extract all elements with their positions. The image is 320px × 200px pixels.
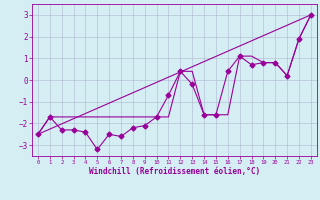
X-axis label: Windchill (Refroidissement éolien,°C): Windchill (Refroidissement éolien,°C) [89,167,260,176]
